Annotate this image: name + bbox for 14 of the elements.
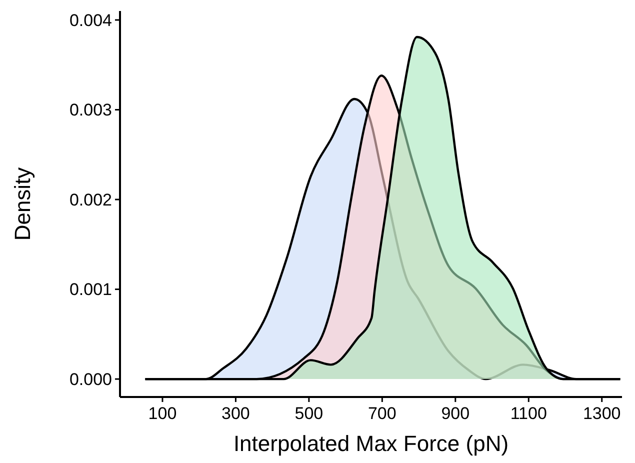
x-tick-label: 700 [368, 404, 396, 423]
x-tick-label: 1100 [510, 404, 547, 423]
x-tick-label: 100 [148, 404, 177, 423]
y-tick-label: 0.002 [69, 190, 112, 210]
x-axis-title: Interpolated Max Force (pN) [233, 431, 509, 456]
x-tick-label: 500 [294, 404, 324, 423]
y-axis-title: Density [10, 167, 35, 241]
y-tick-label: 0.003 [69, 100, 112, 120]
y-tick-label: 0.001 [69, 280, 112, 300]
y-tick-label: 0.004 [69, 10, 112, 30]
x-tick-label: 300 [222, 404, 250, 423]
x-tick-label: 900 [441, 404, 470, 423]
y-tick-label: 0.000 [69, 370, 112, 389]
x-tick-label: 1300 [582, 404, 621, 423]
